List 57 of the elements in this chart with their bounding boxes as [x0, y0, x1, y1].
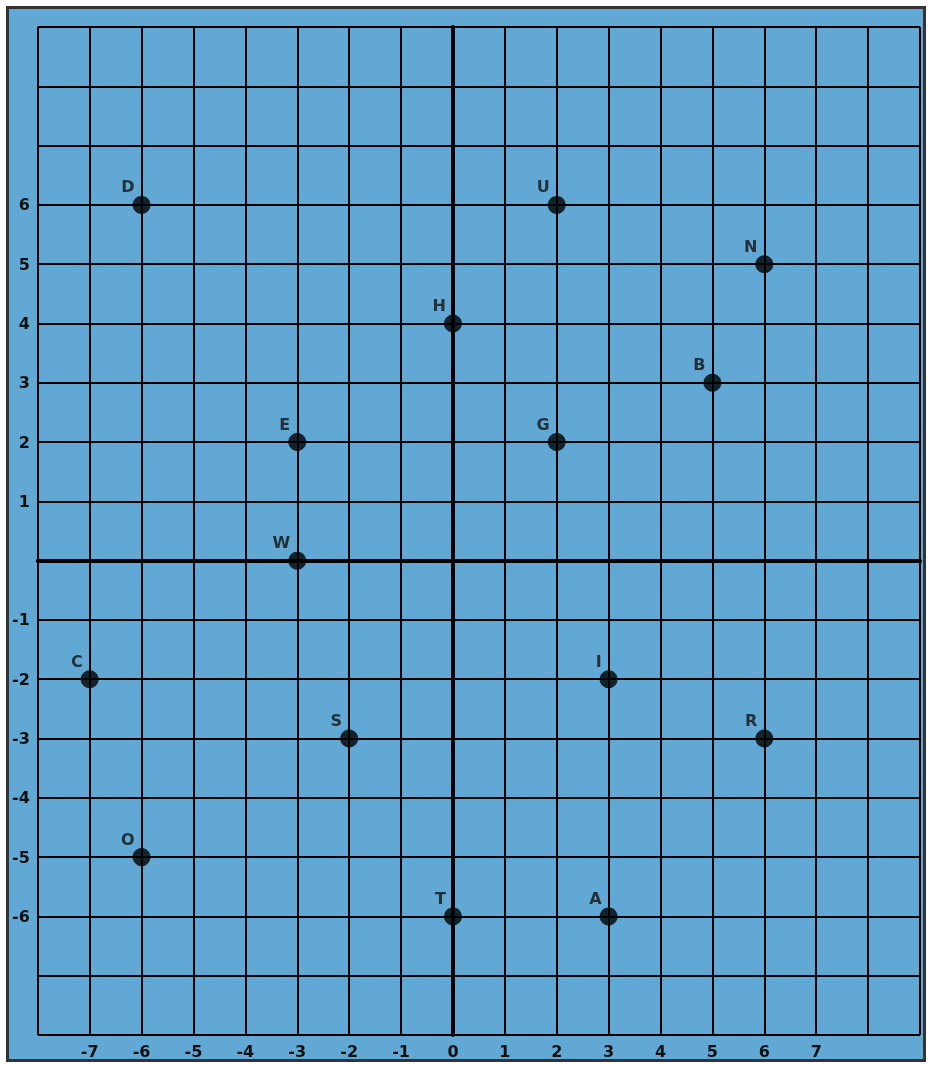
y-tick-label: -5 — [11, 847, 30, 867]
y-tick-label: -6 — [11, 906, 30, 926]
annotation: N — [743, 236, 758, 256]
point — [288, 433, 307, 452]
point — [703, 373, 722, 392]
x-tick-label: -5 — [184, 1041, 203, 1061]
point — [288, 551, 307, 570]
x-tick-label: -2 — [340, 1041, 359, 1061]
annotation: U — [536, 177, 550, 197]
point — [443, 907, 462, 926]
x-tick-label: -7 — [80, 1041, 99, 1061]
annotation: C — [70, 651, 83, 671]
point — [599, 907, 618, 926]
annotation: I — [595, 651, 602, 671]
annotation: S — [330, 711, 343, 731]
y-tick-label: 3 — [18, 373, 30, 393]
point — [547, 433, 566, 452]
x-tick-label: 0 — [447, 1041, 459, 1061]
x-tick-label: 2 — [551, 1041, 563, 1061]
x-tick-label: 1 — [499, 1041, 511, 1061]
annotation: H — [432, 295, 446, 315]
y-tick-label: -4 — [11, 788, 30, 808]
y-tick-label: 6 — [18, 195, 30, 215]
x-tick-label: -6 — [132, 1041, 151, 1061]
point — [340, 729, 359, 748]
y-tick-label: 1 — [18, 491, 30, 511]
point — [755, 729, 774, 748]
y-tick-label: 2 — [18, 432, 30, 452]
point — [132, 848, 151, 867]
point — [547, 195, 566, 214]
x-tick-label: -4 — [236, 1041, 255, 1061]
x-tick-label: -3 — [288, 1041, 307, 1061]
y-tick-label: -1 — [11, 610, 30, 630]
annotation: W — [272, 533, 291, 553]
y-tick-label: -2 — [11, 669, 30, 689]
annotation: B — [693, 355, 706, 375]
point — [132, 195, 151, 214]
annotation: R — [744, 711, 758, 731]
point — [755, 255, 774, 274]
x-tick-label: 6 — [758, 1041, 770, 1061]
x-tick-label: 4 — [654, 1041, 667, 1061]
annotation: A — [589, 888, 603, 908]
annotation: G — [536, 414, 550, 434]
annotation: T — [435, 888, 447, 908]
x-tick-label: -1 — [392, 1041, 410, 1061]
x-tick-label: 3 — [603, 1041, 615, 1061]
y-tick-label: 5 — [18, 254, 30, 274]
annotation: D — [121, 177, 135, 197]
annotation: O — [120, 829, 135, 849]
x-tick-label: 7 — [810, 1041, 822, 1061]
annotation: E — [279, 414, 291, 434]
point — [443, 314, 462, 333]
point — [80, 670, 99, 689]
x-tick-label: 5 — [706, 1041, 718, 1061]
point — [599, 670, 618, 689]
y-tick-label: 4 — [18, 313, 30, 333]
y-tick-label: -3 — [11, 729, 30, 749]
